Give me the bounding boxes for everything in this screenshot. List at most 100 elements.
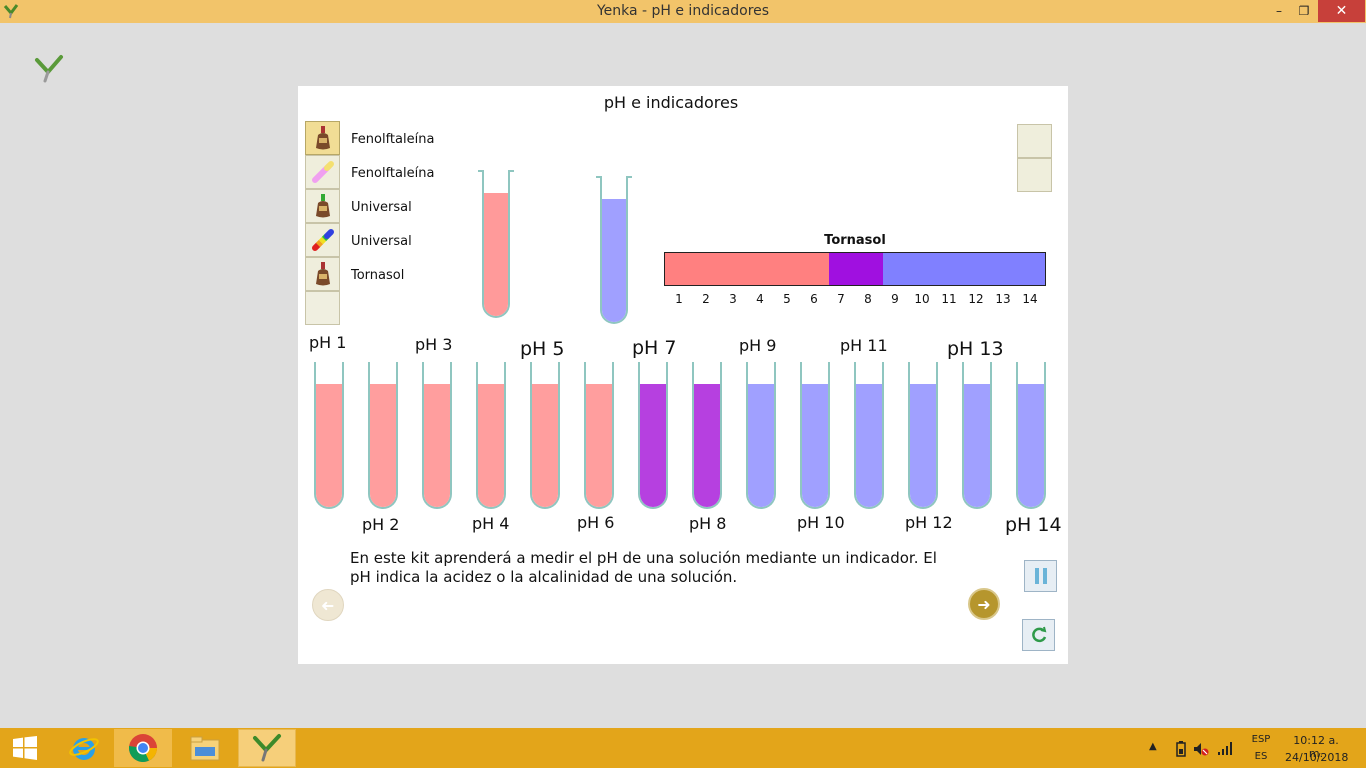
tube-liquid: [602, 199, 626, 322]
title-bar: Yenka - pH e indicadores – ❐ ✕: [0, 0, 1366, 23]
ph-tube-1[interactable]: [314, 362, 344, 509]
scale-segment-acid: [665, 253, 829, 285]
network-signal-icon[interactable]: [1217, 740, 1235, 756]
tube-liquid: [1018, 384, 1044, 507]
scale-tick: 1: [675, 292, 683, 306]
ph-label: pH 11: [840, 336, 888, 355]
tube-lip: [508, 170, 514, 174]
tube-lip: [478, 170, 484, 174]
ph-tube-10[interactable]: [800, 362, 830, 509]
sample-tube-acid[interactable]: [482, 170, 510, 318]
indicator-button-tornasol-bottle[interactable]: [305, 257, 340, 291]
ph-tube-11[interactable]: [854, 362, 884, 509]
rainbow-strip-icon: [311, 229, 334, 251]
ph-label: pH 6: [577, 513, 615, 532]
ph-label: pH 7: [632, 337, 677, 359]
ph-tube-6[interactable]: [584, 362, 614, 509]
window-title: Yenka - pH e indicadores: [596, 3, 770, 19]
file-explorer-icon: [190, 736, 220, 761]
taskbar-chrome[interactable]: [114, 729, 172, 767]
tube-liquid: [532, 384, 558, 507]
ph-tube-14[interactable]: [1016, 362, 1046, 509]
scale-tick: 7: [837, 292, 845, 306]
taskbar-yenka[interactable]: [238, 729, 296, 767]
reset-button[interactable]: [1022, 619, 1055, 651]
scale-ticks: 1 2 3 4 5 6 7 8 9 10 11 12 13 14: [664, 290, 1046, 310]
indicator-button-universal-strip[interactable]: [305, 223, 340, 257]
chevron-up-icon[interactable]: ▲: [1149, 741, 1157, 752]
system-tray: ▲ ESP ES 10:12 a. m. 24/10/2018: [1145, 728, 1365, 768]
ph-label: pH 1: [309, 333, 347, 352]
ph-tube-8[interactable]: [692, 362, 722, 509]
ph-tube-13[interactable]: [962, 362, 992, 509]
ph-tube-2[interactable]: [368, 362, 398, 509]
tube-liquid: [640, 384, 666, 507]
taskbar-internet-explorer[interactable]: [55, 729, 113, 767]
side-slot-2[interactable]: [1017, 158, 1052, 192]
close-button[interactable]: ✕: [1318, 0, 1365, 22]
maximize-button[interactable]: ❐: [1298, 4, 1310, 18]
ph-tube-4[interactable]: [476, 362, 506, 509]
dropper-bottle-icon: [315, 262, 330, 286]
indicator-button-universal-bottle[interactable]: [305, 189, 340, 223]
tube-liquid: [748, 384, 774, 507]
indicator-label: Fenolftaleína: [351, 166, 435, 181]
battery-icon[interactable]: [1175, 741, 1187, 757]
ph-label: pH 9: [739, 336, 777, 355]
tube-liquid: [910, 384, 936, 507]
ph-tube-5[interactable]: [530, 362, 560, 509]
pause-button[interactable]: [1024, 560, 1057, 592]
start-button[interactable]: [0, 729, 50, 767]
experiment-panel: pH e indicadores Fenolftaleína Fenolftal…: [298, 86, 1068, 664]
volume-muted-icon[interactable]: [1193, 741, 1209, 757]
input-language[interactable]: ESP: [1251, 734, 1271, 745]
clock-date[interactable]: 24/10/2018: [1285, 751, 1349, 764]
keyboard-layout[interactable]: ES: [1254, 751, 1268, 762]
side-slot-1[interactable]: [1017, 124, 1052, 158]
chrome-icon: [129, 734, 157, 762]
ph-label: pH 8: [689, 514, 727, 533]
ph-tube-9[interactable]: [746, 362, 776, 509]
indicator-empty-slot[interactable]: [305, 291, 340, 325]
ph-tube-3[interactable]: [422, 362, 452, 509]
indicator-label: Universal: [351, 200, 412, 215]
ph-label: pH 4: [472, 514, 510, 533]
ph-tube-7[interactable]: [638, 362, 668, 509]
scale-tick: 6: [810, 292, 818, 306]
pause-icon: [1034, 568, 1047, 584]
scale-tick: 3: [729, 292, 737, 306]
clock-time[interactable]: 10:12 a. m.: [1293, 734, 1339, 760]
ph-label: pH 3: [415, 335, 453, 354]
scale-tick: 4: [756, 292, 764, 306]
yenka-logo-icon[interactable]: [34, 54, 64, 84]
ph-label: pH 14: [1005, 514, 1062, 536]
tube-liquid: [964, 384, 990, 507]
tube-liquid: [586, 384, 612, 507]
scale-tick: 14: [1022, 292, 1038, 306]
scale-tick: 5: [783, 292, 791, 306]
next-button[interactable]: ➜: [968, 588, 1000, 620]
sample-tube-base[interactable]: [600, 176, 628, 324]
ph-label: pH 10: [797, 513, 845, 532]
yenka-app-icon: [3, 4, 19, 19]
ph-label: pH 5: [520, 338, 565, 360]
tube-liquid: [484, 193, 508, 316]
tube-lip: [626, 176, 632, 180]
scale-segment-base: [883, 253, 1045, 285]
indicator-button-fenolftaleina-bottle[interactable]: [305, 121, 340, 155]
previous-button[interactable]: ➜: [312, 589, 344, 621]
dropper-bottle-icon: [315, 126, 330, 150]
tube-liquid: [694, 384, 720, 507]
taskbar-file-explorer[interactable]: [176, 729, 234, 767]
ph-tube-12[interactable]: [908, 362, 938, 509]
minimize-button[interactable]: –: [1276, 4, 1282, 18]
tube-liquid: [478, 384, 504, 507]
scale-segment-neutral: [829, 253, 883, 285]
tube-liquid: [370, 384, 396, 507]
scale-tick: 2: [702, 292, 710, 306]
indicator-button-fenolftaleina-strip[interactable]: [305, 155, 340, 189]
description-text: En este kit aprenderá a medir el pH de u…: [350, 549, 937, 586]
indicator-label: Universal: [351, 234, 412, 249]
panel-title: pH e indicadores: [603, 93, 739, 112]
ph-label: pH 2: [362, 515, 400, 534]
